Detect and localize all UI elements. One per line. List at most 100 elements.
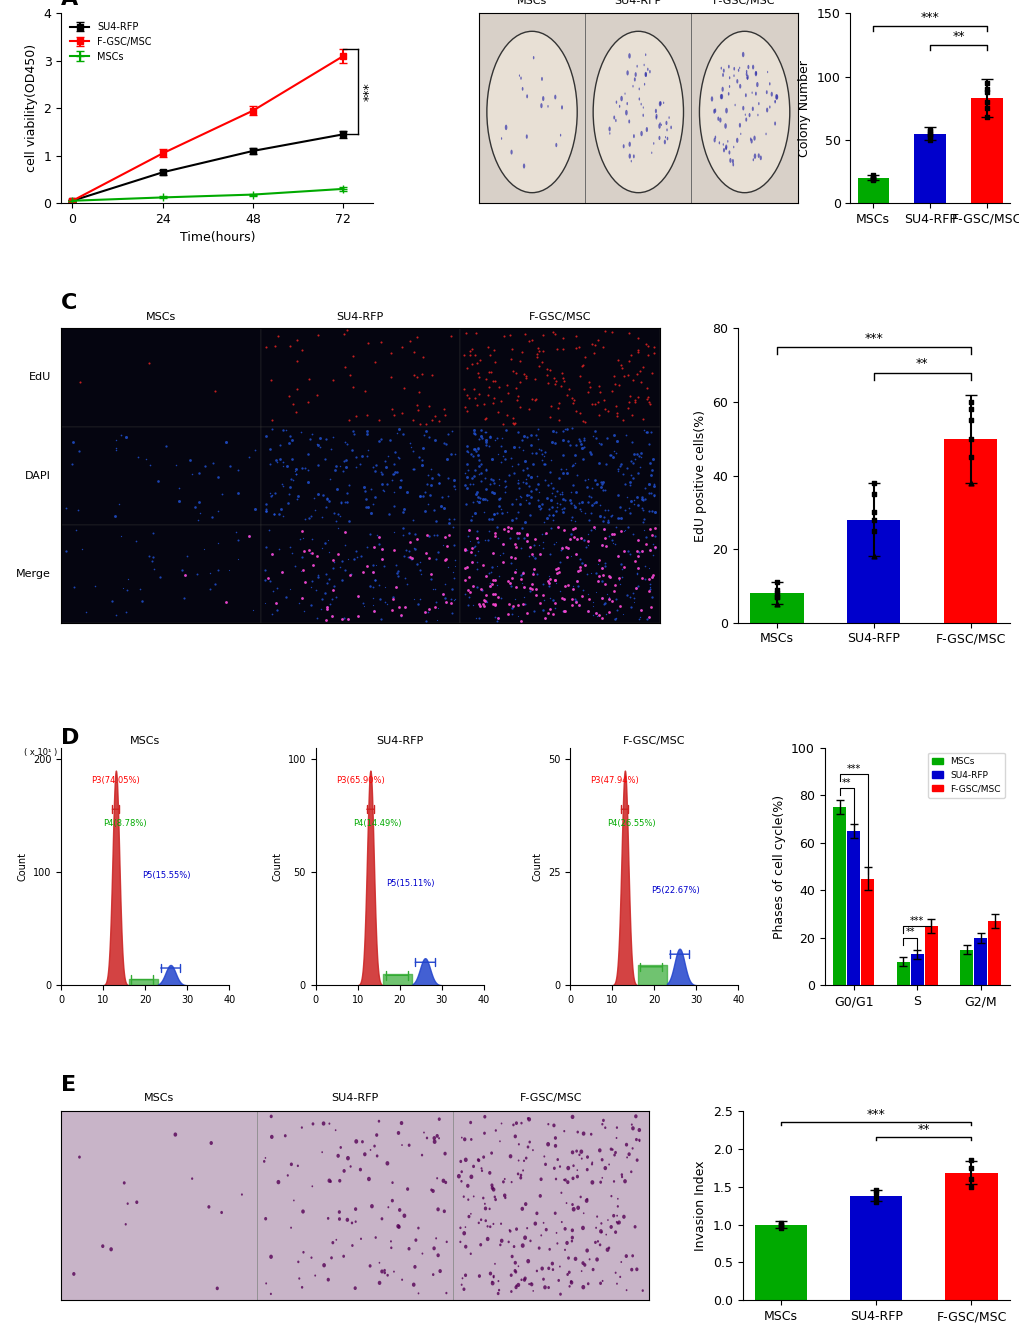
Ellipse shape (599, 1181, 601, 1184)
Text: ***: *** (866, 1108, 884, 1121)
Ellipse shape (269, 1115, 272, 1119)
Ellipse shape (488, 1271, 491, 1275)
Ellipse shape (375, 1133, 378, 1137)
Ellipse shape (547, 1266, 549, 1270)
Text: C: C (61, 293, 77, 313)
Ellipse shape (345, 1218, 348, 1222)
Point (768, 579, 785, 600)
Ellipse shape (511, 1255, 514, 1258)
Ellipse shape (445, 1291, 447, 1294)
Ellipse shape (525, 1157, 527, 1160)
Point (867, 1180, 883, 1201)
Ellipse shape (748, 113, 750, 117)
Ellipse shape (581, 1285, 585, 1290)
Ellipse shape (547, 1286, 549, 1289)
Point (962, 447, 978, 468)
Bar (749, 593, 803, 622)
Ellipse shape (538, 1194, 541, 1198)
Ellipse shape (503, 1197, 506, 1200)
Title: MSCs: MSCs (130, 736, 160, 746)
Text: P4(8.78%): P4(8.78%) (103, 819, 147, 828)
Ellipse shape (519, 1176, 522, 1180)
Ellipse shape (615, 1214, 618, 1217)
Ellipse shape (500, 137, 501, 139)
Ellipse shape (576, 1169, 578, 1172)
Ellipse shape (215, 1286, 219, 1290)
Point (962, 1149, 978, 1170)
Bar (846, 831, 860, 986)
Ellipse shape (744, 114, 745, 115)
Ellipse shape (579, 1149, 583, 1154)
Ellipse shape (539, 1177, 542, 1181)
Ellipse shape (514, 1135, 517, 1139)
Ellipse shape (568, 1271, 571, 1274)
Ellipse shape (613, 1230, 616, 1234)
Ellipse shape (737, 69, 739, 72)
Ellipse shape (654, 109, 656, 113)
Ellipse shape (664, 121, 666, 125)
Ellipse shape (469, 1121, 472, 1124)
Ellipse shape (483, 1202, 485, 1205)
Ellipse shape (729, 76, 730, 80)
Point (978, 72, 995, 93)
Ellipse shape (603, 1127, 606, 1129)
Ellipse shape (207, 1205, 210, 1209)
Ellipse shape (406, 1188, 409, 1190)
Ellipse shape (731, 159, 734, 163)
Ellipse shape (488, 1225, 491, 1227)
Ellipse shape (516, 1283, 520, 1287)
Ellipse shape (436, 1253, 439, 1257)
Ellipse shape (436, 1208, 439, 1212)
Ellipse shape (638, 1139, 640, 1141)
Ellipse shape (650, 151, 652, 154)
Ellipse shape (605, 1247, 608, 1251)
Ellipse shape (513, 1269, 516, 1273)
Ellipse shape (431, 1189, 434, 1193)
Ellipse shape (633, 77, 635, 81)
Ellipse shape (477, 1222, 479, 1223)
Ellipse shape (620, 1261, 622, 1263)
Ellipse shape (467, 1214, 470, 1218)
Text: F-GSC/MSC: F-GSC/MSC (712, 0, 775, 5)
Point (772, 1214, 789, 1235)
Ellipse shape (540, 1234, 542, 1237)
Ellipse shape (634, 1115, 637, 1119)
Ellipse shape (608, 133, 609, 135)
Ellipse shape (721, 73, 723, 77)
Ellipse shape (620, 96, 623, 101)
Ellipse shape (571, 1239, 573, 1242)
Ellipse shape (397, 1208, 400, 1212)
Ellipse shape (520, 1121, 522, 1124)
Ellipse shape (581, 1132, 585, 1136)
Ellipse shape (515, 1285, 517, 1287)
Point (864, 169, 880, 190)
Point (772, 1213, 789, 1234)
Ellipse shape (526, 1259, 530, 1263)
Ellipse shape (378, 1262, 380, 1263)
Ellipse shape (614, 1271, 616, 1274)
Ellipse shape (460, 1180, 463, 1182)
Ellipse shape (646, 68, 648, 70)
Ellipse shape (298, 1278, 300, 1279)
Text: P5(15.55%): P5(15.55%) (142, 872, 191, 880)
Ellipse shape (387, 1206, 389, 1209)
Ellipse shape (488, 1208, 490, 1210)
Ellipse shape (576, 1205, 580, 1210)
Ellipse shape (408, 1247, 411, 1250)
Ellipse shape (593, 32, 683, 192)
Bar (857, 178, 888, 203)
Ellipse shape (614, 119, 616, 122)
Bar (754, 1225, 806, 1300)
Bar (460, 426, 659, 524)
Ellipse shape (461, 1283, 463, 1286)
Ellipse shape (459, 1160, 462, 1162)
Point (962, 1157, 978, 1178)
Ellipse shape (722, 69, 725, 73)
Point (865, 483, 881, 504)
Ellipse shape (479, 1243, 482, 1246)
Point (978, 78, 995, 100)
Ellipse shape (619, 1275, 621, 1278)
Ellipse shape (589, 1133, 592, 1136)
Ellipse shape (616, 1221, 621, 1225)
Ellipse shape (570, 1115, 574, 1119)
